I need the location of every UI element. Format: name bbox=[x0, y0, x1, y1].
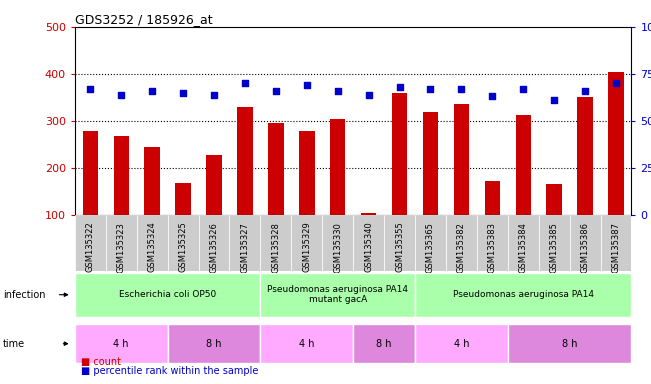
Text: Pseudomonas aeruginosa PA14: Pseudomonas aeruginosa PA14 bbox=[452, 290, 594, 299]
Text: ■ count: ■ count bbox=[81, 357, 121, 367]
Text: GSM135387: GSM135387 bbox=[611, 222, 620, 273]
Text: GSM135386: GSM135386 bbox=[581, 222, 590, 273]
Bar bbox=[168, 324, 260, 363]
Text: GDS3252 / 185926_at: GDS3252 / 185926_at bbox=[75, 13, 212, 26]
Bar bbox=[83, 131, 98, 215]
Bar bbox=[477, 215, 508, 271]
Text: GSM135327: GSM135327 bbox=[240, 222, 249, 273]
Point bbox=[271, 88, 281, 94]
Text: GSM135340: GSM135340 bbox=[364, 222, 373, 273]
Point bbox=[395, 84, 405, 90]
Bar bbox=[299, 131, 314, 215]
Bar bbox=[206, 155, 222, 215]
Bar bbox=[353, 324, 415, 363]
Bar bbox=[608, 71, 624, 215]
Bar bbox=[484, 181, 500, 215]
Bar bbox=[546, 184, 562, 215]
Bar bbox=[268, 123, 284, 215]
Bar bbox=[322, 215, 353, 271]
Bar bbox=[175, 183, 191, 215]
Text: GSM135384: GSM135384 bbox=[519, 222, 528, 273]
Text: GSM135382: GSM135382 bbox=[457, 222, 466, 273]
Bar bbox=[454, 104, 469, 215]
Bar bbox=[446, 215, 477, 271]
Text: GSM135324: GSM135324 bbox=[148, 222, 157, 273]
Text: Escherichia coli OP50: Escherichia coli OP50 bbox=[119, 290, 216, 299]
Bar bbox=[539, 215, 570, 271]
Point bbox=[549, 97, 559, 103]
Point bbox=[147, 88, 158, 94]
Point bbox=[116, 91, 126, 98]
Text: GSM135326: GSM135326 bbox=[210, 222, 219, 273]
Bar bbox=[145, 147, 160, 215]
Text: time: time bbox=[3, 339, 25, 349]
Text: GSM135322: GSM135322 bbox=[86, 222, 95, 273]
Bar bbox=[508, 215, 539, 271]
Bar bbox=[105, 215, 137, 271]
Bar bbox=[75, 324, 168, 363]
Point bbox=[425, 86, 436, 92]
Bar bbox=[353, 215, 384, 271]
Point bbox=[363, 91, 374, 98]
Text: 4 h: 4 h bbox=[299, 339, 314, 349]
Text: GSM135328: GSM135328 bbox=[271, 222, 281, 273]
Point bbox=[580, 88, 590, 94]
Bar bbox=[600, 215, 631, 271]
Text: infection: infection bbox=[3, 290, 46, 300]
Bar bbox=[75, 273, 260, 317]
Text: 8 h: 8 h bbox=[376, 339, 392, 349]
Point bbox=[518, 86, 529, 92]
Point bbox=[240, 80, 250, 86]
Bar bbox=[508, 324, 631, 363]
Point bbox=[611, 80, 621, 86]
Text: GSM135325: GSM135325 bbox=[178, 222, 187, 273]
Text: 4 h: 4 h bbox=[113, 339, 129, 349]
Bar bbox=[415, 273, 631, 317]
Point bbox=[301, 82, 312, 88]
Bar bbox=[570, 215, 600, 271]
Bar bbox=[330, 119, 346, 215]
Text: GSM135365: GSM135365 bbox=[426, 222, 435, 273]
Point bbox=[85, 86, 96, 92]
Point bbox=[209, 91, 219, 98]
Point bbox=[178, 90, 188, 96]
Text: ■ percentile rank within the sample: ■ percentile rank within the sample bbox=[81, 366, 258, 376]
Bar bbox=[237, 107, 253, 215]
Bar bbox=[230, 215, 260, 271]
Bar bbox=[75, 215, 105, 271]
Bar bbox=[415, 324, 508, 363]
Bar bbox=[137, 215, 168, 271]
Bar bbox=[168, 215, 199, 271]
Point bbox=[487, 93, 497, 99]
Bar bbox=[422, 112, 438, 215]
Bar bbox=[292, 215, 322, 271]
Bar bbox=[361, 213, 376, 215]
Text: Pseudomonas aeruginosa PA14
mutant gacA: Pseudomonas aeruginosa PA14 mutant gacA bbox=[267, 285, 408, 305]
Bar bbox=[384, 215, 415, 271]
Point bbox=[333, 88, 343, 94]
Bar bbox=[260, 324, 353, 363]
Text: GSM135383: GSM135383 bbox=[488, 222, 497, 273]
Text: 8 h: 8 h bbox=[562, 339, 577, 349]
Bar bbox=[577, 98, 593, 215]
Text: GSM135330: GSM135330 bbox=[333, 222, 342, 273]
Bar bbox=[260, 273, 415, 317]
Bar bbox=[415, 215, 446, 271]
Bar bbox=[199, 215, 230, 271]
Bar bbox=[260, 215, 292, 271]
Bar bbox=[113, 136, 129, 215]
Bar bbox=[392, 93, 408, 215]
Text: 4 h: 4 h bbox=[454, 339, 469, 349]
Text: GSM135329: GSM135329 bbox=[302, 222, 311, 273]
Text: 8 h: 8 h bbox=[206, 339, 222, 349]
Bar bbox=[516, 115, 531, 215]
Text: GSM135323: GSM135323 bbox=[117, 222, 126, 273]
Text: GSM135385: GSM135385 bbox=[549, 222, 559, 273]
Text: GSM135355: GSM135355 bbox=[395, 222, 404, 273]
Point bbox=[456, 86, 467, 92]
